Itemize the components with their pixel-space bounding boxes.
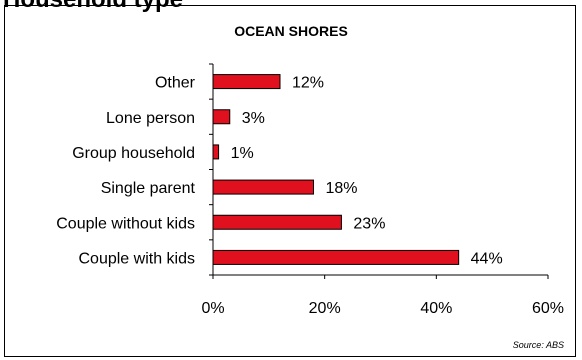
data-label: 23% (353, 215, 385, 232)
data-label: 1% (231, 145, 254, 162)
category-label: Other (155, 75, 196, 92)
data-label: 12% (292, 75, 324, 92)
x-tick-label: 0% (201, 300, 224, 317)
data-label: 3% (242, 110, 265, 127)
category-label: Group household (72, 145, 195, 162)
category-label: Lone person (106, 110, 195, 127)
bar (212, 74, 281, 90)
category-label: Single parent (101, 180, 196, 197)
category-label: Couple with kids (79, 250, 196, 267)
data-label: 18% (326, 180, 358, 197)
bar (212, 144, 220, 160)
x-tick-label: 20% (309, 300, 341, 317)
x-tick-label: 40% (420, 300, 452, 317)
bar (212, 109, 231, 125)
page-heading: Household type (3, 0, 183, 13)
bar (212, 214, 342, 230)
data-label: 44% (471, 250, 503, 267)
source-note: Source: ABS (512, 340, 564, 350)
category-label: Couple without kids (56, 215, 195, 232)
x-tick-label: 60% (532, 300, 564, 317)
chart-frame (4, 5, 576, 357)
chart-title: OCEAN SHORES (234, 23, 348, 39)
bar (212, 179, 314, 195)
bar (212, 249, 460, 265)
